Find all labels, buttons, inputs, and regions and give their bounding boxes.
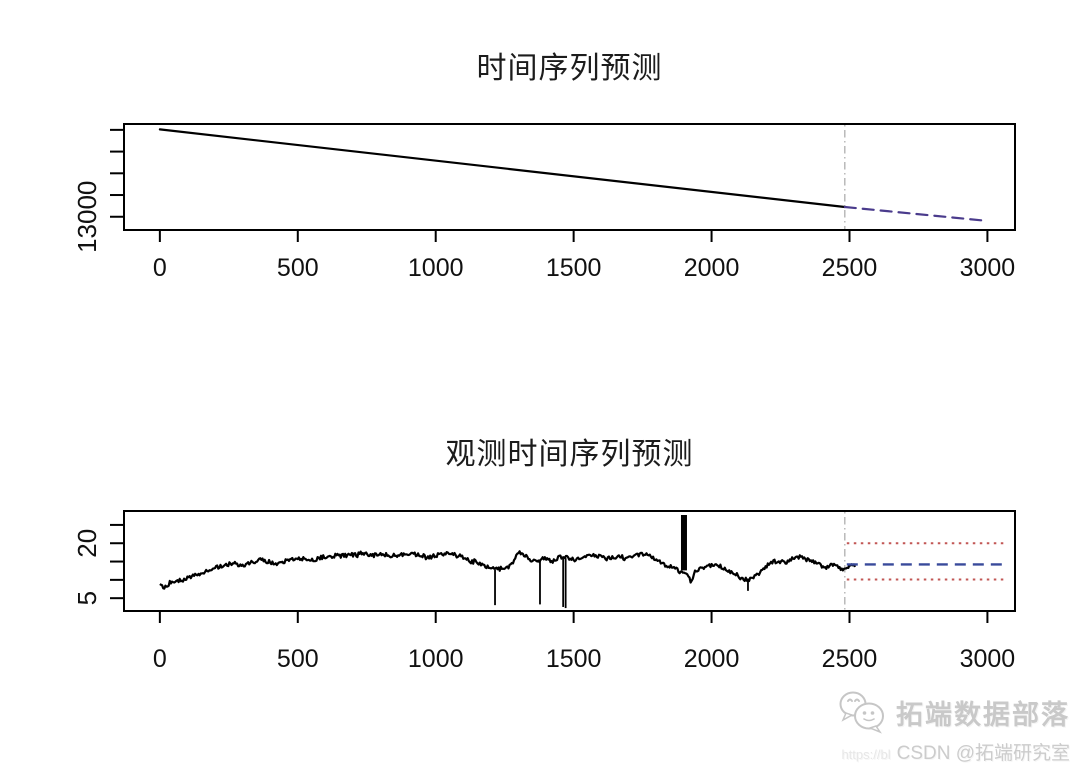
- top-plot: 0 500 1000 1500 2000 2500 3000 13000: [72, 123, 1016, 282]
- watermark-brand-text: 拓端数据部落: [896, 699, 1070, 730]
- x-tick-label: 1500: [546, 254, 602, 282]
- observed-series-line: [159, 550, 857, 590]
- x-tick-label: 2500: [822, 254, 878, 282]
- trend-observed-line: [158, 128, 846, 209]
- watermark: 拓端数据部落 https://bl CSDN @拓端研究室: [838, 689, 1070, 765]
- plot-box: [123, 123, 1016, 231]
- x-tick-label: 3000: [960, 645, 1016, 673]
- x-tick-label: 3000: [960, 254, 1016, 282]
- x-tick-label: 2500: [822, 645, 878, 673]
- y-tick-label: 5: [72, 591, 102, 605]
- x-tick-label: 500: [277, 645, 319, 673]
- x-tick-label: 0: [153, 645, 167, 673]
- bottom-chart-title: 观测时间序列预测: [445, 438, 694, 471]
- watermark-credit-text: CSDN @拓端研究室: [896, 743, 1070, 764]
- trend-forecast-line: [843, 205, 989, 222]
- x-tick-label: 2000: [684, 645, 740, 673]
- wechat-bubbles-icon: [839, 691, 884, 734]
- watermark-brand-row: 拓端数据部落: [838, 689, 1070, 735]
- x-tick-label: 1500: [546, 645, 602, 673]
- x-tick-label: 0: [153, 254, 167, 282]
- y-tick-label: 13000: [72, 181, 102, 253]
- x-tick-label: 2000: [684, 254, 740, 282]
- watermark-credit-row: https://bl CSDN @拓端研究室: [838, 738, 1070, 765]
- x-tick-label: 1000: [408, 254, 464, 282]
- bottom-plot: 0 500 1000 1500 2000 2500 3000 5 20: [72, 510, 1016, 673]
- x-tick-label: 1000: [408, 645, 464, 673]
- top-chart-title: 时间序列预测: [476, 52, 663, 85]
- x-tick-label: 500: [277, 254, 319, 282]
- watermark-url-fragment: https://bl: [841, 747, 891, 762]
- y-tick-label: 20: [72, 529, 102, 558]
